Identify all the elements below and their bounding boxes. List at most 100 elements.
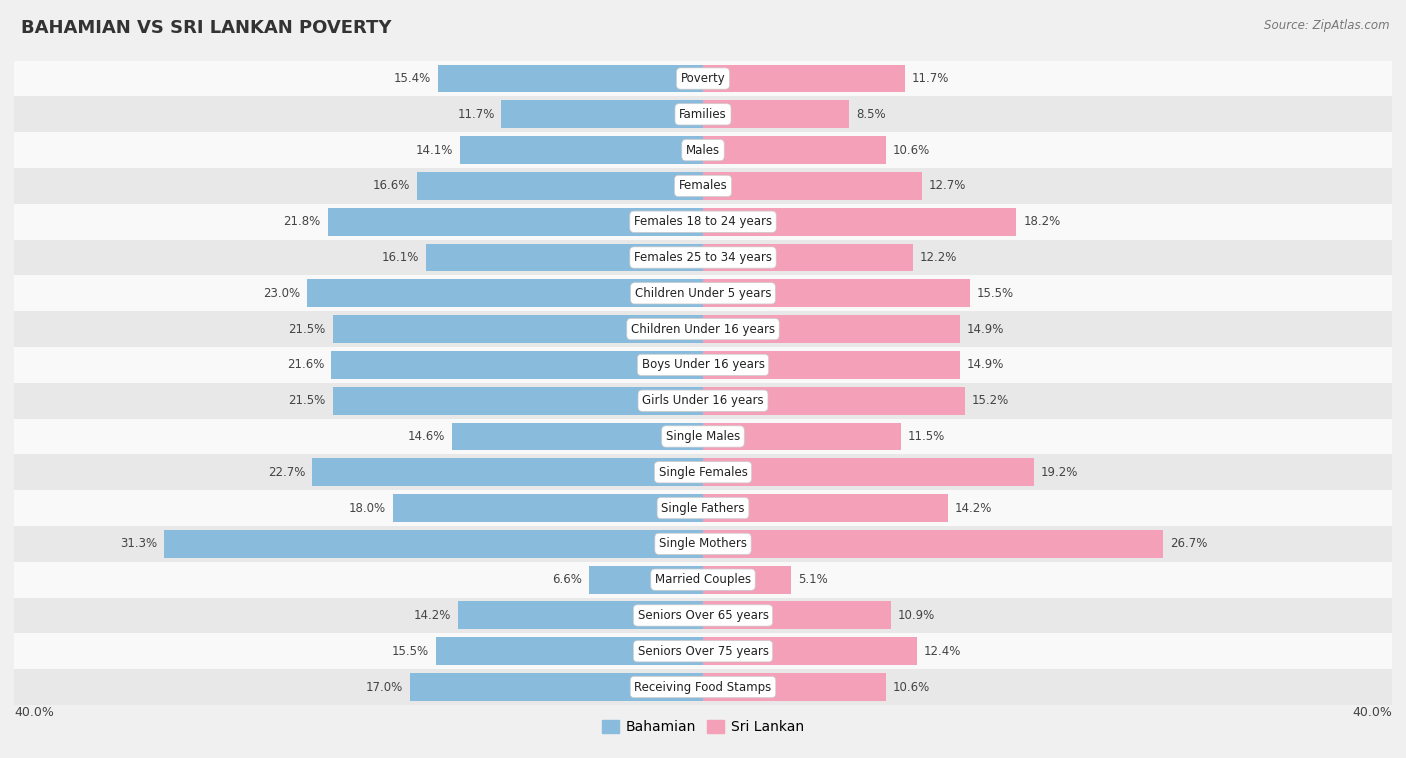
Text: 5.1%: 5.1% [797, 573, 828, 586]
Text: 18.0%: 18.0% [349, 502, 387, 515]
Text: 21.5%: 21.5% [288, 394, 326, 407]
Text: Seniors Over 65 years: Seniors Over 65 years [637, 609, 769, 622]
Text: 21.8%: 21.8% [284, 215, 321, 228]
Text: 12.7%: 12.7% [928, 180, 966, 193]
Legend: Bahamian, Sri Lankan: Bahamian, Sri Lankan [596, 715, 810, 740]
Text: 15.2%: 15.2% [972, 394, 1010, 407]
Bar [14, 562, 1392, 597]
Text: 16.6%: 16.6% [373, 180, 411, 193]
Bar [703, 136, 886, 164]
Bar [451, 422, 703, 450]
Bar [703, 315, 960, 343]
Bar [418, 172, 703, 200]
Bar [333, 315, 703, 343]
Text: 18.2%: 18.2% [1024, 215, 1060, 228]
Text: 10.6%: 10.6% [893, 143, 929, 157]
Bar [703, 64, 904, 92]
Bar [703, 351, 960, 379]
Text: Females 25 to 34 years: Females 25 to 34 years [634, 251, 772, 264]
Bar [703, 100, 849, 128]
Bar [589, 565, 703, 594]
Bar [703, 673, 886, 701]
Bar [312, 459, 703, 486]
Text: Single Mothers: Single Mothers [659, 537, 747, 550]
Bar [703, 530, 1163, 558]
Bar [14, 132, 1392, 168]
Bar [437, 64, 703, 92]
Bar [703, 637, 917, 666]
Bar [14, 168, 1392, 204]
Text: Receiving Food Stamps: Receiving Food Stamps [634, 681, 772, 694]
Text: 14.2%: 14.2% [955, 502, 991, 515]
Bar [426, 243, 703, 271]
Bar [14, 418, 1392, 454]
Text: Children Under 5 years: Children Under 5 years [634, 287, 772, 300]
Text: 14.9%: 14.9% [966, 359, 1004, 371]
Text: 17.0%: 17.0% [366, 681, 404, 694]
Bar [14, 61, 1392, 96]
Bar [502, 100, 703, 128]
Text: 23.0%: 23.0% [263, 287, 299, 300]
Text: 12.4%: 12.4% [924, 645, 960, 658]
Text: 12.2%: 12.2% [920, 251, 957, 264]
Text: 14.2%: 14.2% [415, 609, 451, 622]
Text: 11.7%: 11.7% [911, 72, 949, 85]
Bar [703, 494, 948, 522]
Text: 14.1%: 14.1% [416, 143, 453, 157]
Bar [14, 490, 1392, 526]
Text: Females: Females [679, 180, 727, 193]
Bar [14, 454, 1392, 490]
Text: Single Fathers: Single Fathers [661, 502, 745, 515]
Text: Source: ZipAtlas.com: Source: ZipAtlas.com [1264, 19, 1389, 32]
Bar [165, 530, 703, 558]
Bar [703, 208, 1017, 236]
Bar [703, 602, 891, 629]
Text: 21.5%: 21.5% [288, 323, 326, 336]
Bar [392, 494, 703, 522]
Bar [14, 347, 1392, 383]
Bar [14, 96, 1392, 132]
Bar [14, 275, 1392, 312]
Bar [14, 597, 1392, 634]
Bar [328, 208, 703, 236]
Text: 6.6%: 6.6% [553, 573, 582, 586]
Bar [14, 312, 1392, 347]
Text: 40.0%: 40.0% [14, 706, 53, 719]
Text: Single Females: Single Females [658, 465, 748, 479]
Text: Girls Under 16 years: Girls Under 16 years [643, 394, 763, 407]
Text: 11.7%: 11.7% [457, 108, 495, 121]
Bar [333, 387, 703, 415]
Text: 40.0%: 40.0% [1353, 706, 1392, 719]
Text: 14.9%: 14.9% [966, 323, 1004, 336]
Text: Seniors Over 75 years: Seniors Over 75 years [637, 645, 769, 658]
Text: 15.5%: 15.5% [392, 645, 429, 658]
Bar [703, 422, 901, 450]
Bar [14, 526, 1392, 562]
Bar [330, 351, 703, 379]
Bar [14, 383, 1392, 418]
Text: 15.5%: 15.5% [977, 287, 1014, 300]
Bar [703, 565, 790, 594]
Bar [703, 280, 970, 307]
Bar [411, 673, 703, 701]
Text: 16.1%: 16.1% [381, 251, 419, 264]
Text: 21.6%: 21.6% [287, 359, 323, 371]
Text: 14.6%: 14.6% [408, 430, 444, 443]
Bar [14, 634, 1392, 669]
Text: Males: Males [686, 143, 720, 157]
Text: Married Couples: Married Couples [655, 573, 751, 586]
Bar [436, 637, 703, 666]
Bar [703, 243, 912, 271]
Text: 11.5%: 11.5% [908, 430, 945, 443]
Bar [307, 280, 703, 307]
Bar [703, 387, 965, 415]
Text: 15.4%: 15.4% [394, 72, 430, 85]
Text: 22.7%: 22.7% [267, 465, 305, 479]
Text: Children Under 16 years: Children Under 16 years [631, 323, 775, 336]
Text: Families: Families [679, 108, 727, 121]
Text: 10.6%: 10.6% [893, 681, 929, 694]
Text: BAHAMIAN VS SRI LANKAN POVERTY: BAHAMIAN VS SRI LANKAN POVERTY [21, 19, 392, 37]
Text: 26.7%: 26.7% [1170, 537, 1208, 550]
Bar [14, 204, 1392, 240]
Bar [703, 172, 922, 200]
